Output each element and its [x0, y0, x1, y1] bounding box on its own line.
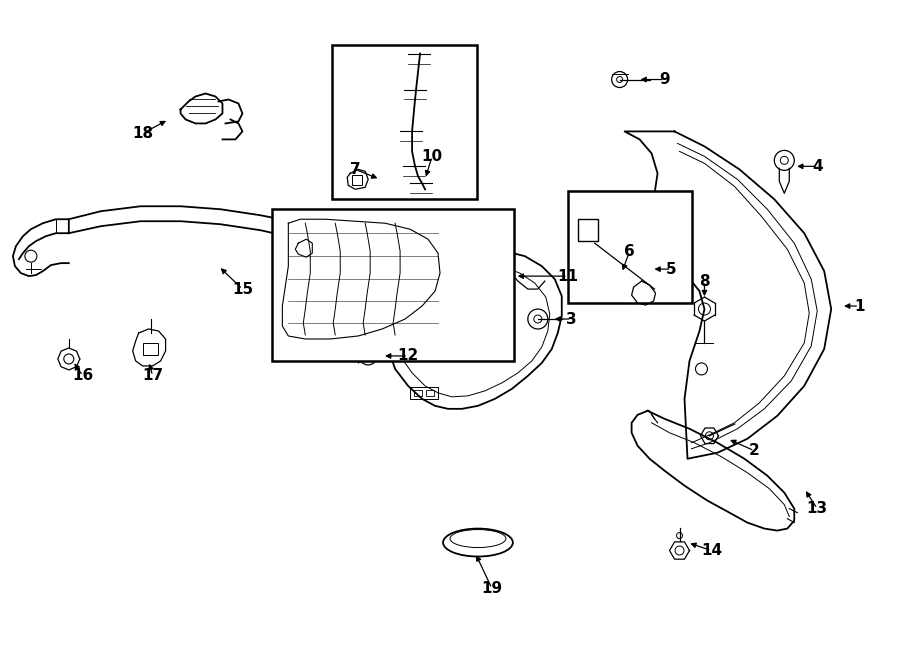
Text: 9: 9	[659, 72, 670, 87]
Bar	[332, 44, 477, 199]
Bar	[142, 343, 157, 355]
Text: 11: 11	[557, 268, 579, 284]
Text: 14: 14	[701, 543, 722, 558]
Text: 6: 6	[625, 244, 635, 258]
Text: 1: 1	[854, 299, 864, 313]
Bar	[352, 175, 362, 185]
Text: 3: 3	[566, 311, 577, 327]
Text: 7: 7	[350, 162, 361, 177]
Text: 15: 15	[232, 282, 253, 297]
Text: 16: 16	[72, 368, 94, 383]
Bar	[426, 390, 434, 396]
Bar	[273, 210, 514, 361]
Bar	[414, 390, 422, 396]
Text: 12: 12	[398, 348, 418, 364]
Text: 4: 4	[812, 159, 823, 174]
Text: 8: 8	[699, 274, 710, 289]
Bar	[410, 387, 438, 399]
Text: 5: 5	[666, 262, 677, 277]
Text: 17: 17	[142, 368, 163, 383]
Text: 13: 13	[806, 501, 828, 516]
Text: 2: 2	[749, 444, 760, 458]
Text: 19: 19	[482, 581, 502, 596]
Text: 18: 18	[132, 126, 153, 141]
Bar	[578, 219, 598, 241]
Bar	[568, 191, 692, 303]
Text: 10: 10	[421, 149, 443, 164]
